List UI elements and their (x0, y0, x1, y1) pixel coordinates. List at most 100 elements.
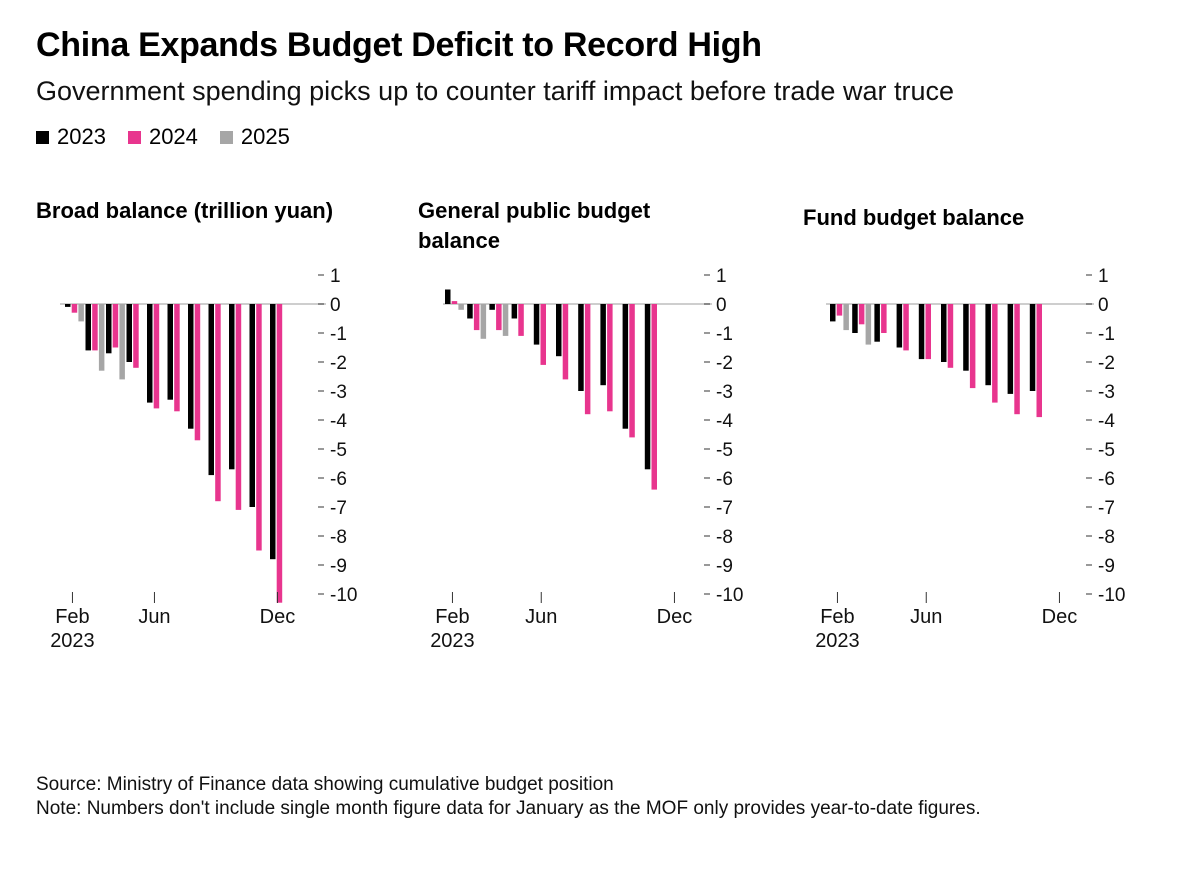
x-tick-label: Feb (820, 606, 854, 628)
bar-2024-feb (71, 304, 78, 313)
x-tick-label: Dec (657, 606, 693, 628)
x-tick-label: Jun (138, 606, 170, 628)
bar-2024-jul (174, 304, 180, 412)
y-tick-label: -4 (716, 411, 733, 432)
bar-2023-feb (65, 304, 71, 307)
y-tick-label: -2 (1098, 353, 1115, 374)
bar-2024-aug (584, 304, 591, 415)
bar-2023-nov (644, 304, 651, 470)
y-tick-label: 1 (1098, 266, 1109, 287)
x-tick-label: Dec (260, 606, 296, 628)
legend-item-2025: 2025 (219, 124, 290, 150)
y-tick-label: 0 (330, 295, 341, 316)
bar-2023-jun (533, 304, 540, 345)
bar-2024-jun (153, 304, 160, 409)
bar-2023-nov (1029, 304, 1036, 391)
chart-subtitle: Government spending picks up to counter … (36, 76, 954, 106)
bar-2023-aug (578, 304, 584, 391)
bar-2024-jun (540, 304, 546, 365)
bar-2023-mar (85, 304, 91, 351)
bar-2024-nov (1036, 304, 1042, 418)
bar-2025-apr (502, 304, 509, 336)
y-tick-label: -5 (716, 440, 733, 461)
legend-swatch-2024 (127, 130, 141, 144)
y-tick-label: -2 (330, 353, 347, 374)
x-tick-label: Jun (525, 606, 557, 628)
panel-title-fund-budget: Fund budget balance (803, 205, 1025, 230)
y-tick-label: -4 (1098, 411, 1115, 432)
bar-2024-aug (194, 304, 201, 441)
y-tick-label: -10 (716, 585, 743, 606)
y-tick-label: -5 (330, 440, 347, 461)
y-tick-label: -3 (1098, 382, 1115, 403)
bar-2024-feb (451, 301, 458, 304)
bar-2023-may (896, 304, 903, 348)
bar-2025-apr (119, 304, 125, 380)
bar-2024-apr (112, 304, 119, 348)
y-tick-label: -4 (330, 411, 347, 432)
bar-2023-oct (1007, 304, 1014, 394)
bar-2025-mar (98, 304, 105, 371)
bar-2024-jun (925, 304, 931, 360)
x-tick-label: Feb (55, 606, 89, 628)
y-tick-label: -7 (1098, 498, 1115, 519)
y-tick-label: -7 (330, 498, 347, 519)
bar-2023-apr (106, 304, 112, 354)
x-tick-sublabel: 2023 (430, 630, 475, 652)
bar-2024-oct (1014, 304, 1020, 415)
bar-2023-oct (229, 304, 235, 470)
bar-2023-aug (188, 304, 194, 429)
y-tick-label: -3 (330, 382, 347, 403)
bar-2023-aug (963, 304, 969, 371)
y-tick-label: -9 (330, 556, 347, 577)
bar-2023-jul (167, 304, 173, 400)
y-tick-label: 0 (1098, 295, 1109, 316)
bar-2024-nov (651, 304, 657, 490)
bar-2024-oct (235, 304, 242, 510)
bar-2023-oct (622, 304, 629, 429)
bar-2024-aug (969, 304, 976, 389)
bar-2023-sep (985, 304, 991, 386)
bar-2024-dec (276, 304, 283, 603)
bar-2024-feb (836, 304, 843, 316)
y-tick-label: 0 (716, 295, 727, 316)
bar-2024-nov (256, 304, 262, 551)
bar-2023-may (511, 304, 518, 319)
legend-label-2025: 2025 (240, 124, 290, 149)
bar-2023-jun (918, 304, 925, 360)
bar-2024-sep (215, 304, 221, 502)
chart-title: China Expands Budget Deficit to Record H… (36, 26, 762, 64)
bar-2024-apr (496, 304, 502, 331)
x-tick-sublabel: 2023 (815, 630, 860, 652)
bar-2024-mar (92, 304, 98, 351)
y-tick-label: -1 (1098, 324, 1115, 345)
y-tick-label: -9 (1098, 556, 1115, 577)
legend-label-2023: 2023 (57, 124, 106, 149)
bar-2023-dec (270, 304, 276, 560)
y-tick-label: -3 (716, 382, 733, 403)
bar-2024-jul (562, 304, 569, 380)
y-tick-label: -1 (716, 324, 733, 345)
y-tick-label: -10 (330, 585, 357, 606)
y-tick-label: -7 (716, 498, 733, 519)
y-tick-label: 1 (716, 266, 727, 287)
bar-2023-sep (600, 304, 606, 386)
bar-2023-feb (830, 304, 836, 322)
legend-item-2023: 2023 (36, 124, 106, 150)
bar-2024-oct (629, 304, 635, 438)
bar-2024-sep (607, 304, 613, 412)
x-tick-sublabel: 2023 (50, 630, 95, 652)
y-tick-label: 1 (330, 266, 341, 287)
bar-2025-feb (843, 304, 849, 331)
bar-2025-feb (78, 304, 84, 322)
panel-title-general-public-budget: General public budget balance (418, 198, 651, 253)
bar-2023-jul (556, 304, 562, 357)
footer: Source: Ministry of Finance data showing… (36, 773, 1156, 821)
bar-2024-may (903, 304, 909, 351)
y-tick-label: -8 (330, 527, 347, 548)
source-note: Source: Ministry of Finance data showing… (36, 774, 614, 795)
bar-2023-feb (445, 289, 451, 304)
x-tick-label: Dec (1042, 606, 1078, 628)
x-tick-label: Jun (910, 606, 942, 628)
